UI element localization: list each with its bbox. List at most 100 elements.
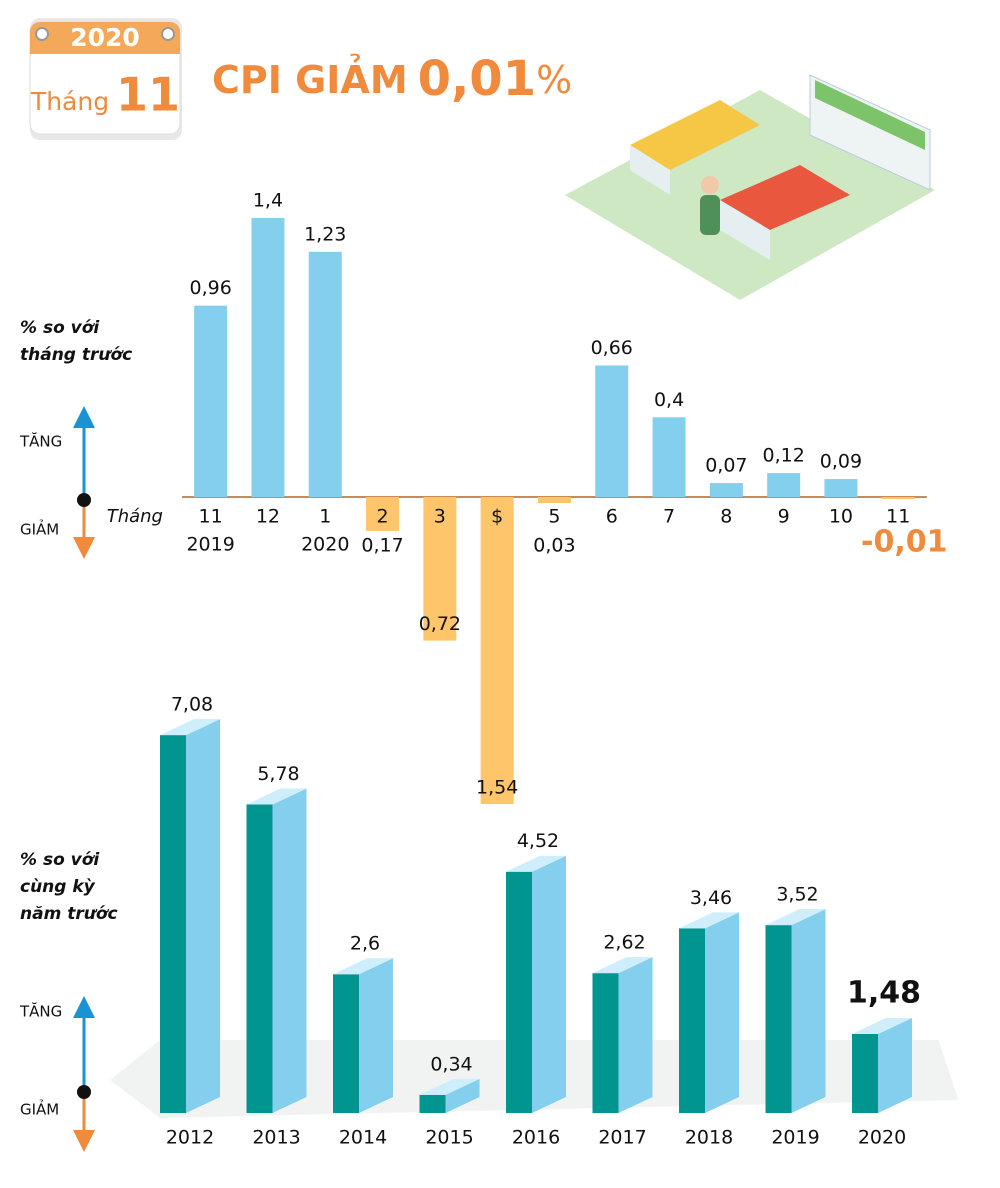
greens [815, 80, 925, 150]
increase-label: TĂNG [19, 432, 62, 451]
x-tick-label: 3 [434, 506, 446, 528]
headline-unit: % [536, 58, 572, 102]
value-label: 0,66 [591, 337, 633, 359]
x-tick-label: 9 [778, 506, 790, 528]
x-tick-label: 2013 [252, 1127, 300, 1149]
x-tick-label: 5 [548, 506, 560, 528]
headline-value: 0,01 [418, 51, 536, 107]
headline-text: CPI GIẢM [212, 54, 408, 102]
arrow-dot [77, 493, 91, 507]
x-tick-label: 12 [256, 506, 280, 528]
bar [595, 365, 629, 498]
calendar-ring [35, 27, 49, 41]
y-axis-label: cùng kỳ [20, 877, 96, 897]
value-label: 3,52 [776, 884, 818, 906]
x-tick-label: 11 [199, 506, 223, 528]
bar-side [878, 1018, 912, 1113]
bar-side [791, 909, 826, 1113]
x-tick-label: 2016 [512, 1127, 560, 1149]
x-tick-label: 2 [377, 506, 389, 528]
value-label: 0,72 [419, 613, 461, 635]
bar-top [679, 912, 739, 929]
bar [480, 497, 514, 805]
bar-front [592, 973, 619, 1113]
bar-front [160, 735, 186, 1113]
bar-front [852, 1034, 878, 1113]
fruit-stand [630, 100, 760, 170]
calendar-ring [161, 27, 175, 41]
x-tick-label: 2014 [339, 1127, 387, 1149]
x-tick-label: 1 [319, 506, 331, 528]
bar-front [419, 1094, 446, 1113]
bar [709, 483, 743, 498]
calendar-month: 11 [116, 68, 180, 122]
value-label: 0,4 [654, 389, 684, 411]
x-tick-label: 7 [663, 506, 675, 528]
value-label: 0,07 [705, 455, 747, 477]
stand-side [630, 145, 670, 195]
arrow-head [73, 996, 95, 1018]
bar-front [246, 804, 273, 1113]
y-axis-label: % so với [20, 850, 100, 870]
increase-label: TĂNG [19, 1002, 62, 1021]
bar [423, 497, 457, 641]
bar-front [679, 928, 705, 1113]
arrow-head [73, 1130, 95, 1152]
bar-top [765, 909, 826, 926]
x-tick-label: 2020 [858, 1127, 906, 1149]
bar-top [333, 958, 393, 975]
bar-top [852, 1018, 912, 1035]
value-label: 0,96 [189, 277, 231, 299]
bar [881, 497, 915, 500]
bar-front [765, 925, 792, 1113]
bar-top [506, 855, 566, 872]
bar-side [359, 958, 393, 1113]
x-tick-label: 6 [606, 506, 618, 528]
bar [767, 473, 801, 498]
market-illustration [565, 74, 935, 300]
bar-side [445, 1078, 480, 1113]
value-label: 4,52 [517, 830, 559, 852]
x-tick-label: 2017 [598, 1127, 646, 1149]
value-label: 7,08 [171, 694, 213, 716]
value-label: 1,4 [253, 189, 283, 211]
arrow-head [73, 537, 95, 559]
x-axis-label: Tháng [107, 506, 163, 527]
value-label: 1,23 [304, 223, 346, 245]
y-axis-label: năm trước [20, 904, 118, 924]
bar-side [186, 719, 220, 1113]
value-label: 3,46 [690, 887, 732, 909]
y-axis-label: % so với [20, 318, 100, 338]
bar-top [160, 719, 220, 736]
value-label: 0,12 [762, 445, 804, 467]
bar-side [272, 788, 307, 1113]
arrows-top [73, 406, 95, 559]
stand-side [720, 200, 770, 260]
decrease-label: GIẢM [20, 519, 59, 539]
value-label: -0,01 [861, 525, 947, 560]
person [700, 195, 720, 235]
x-tick-label: 8 [720, 506, 732, 528]
bar-front [506, 871, 532, 1113]
value-label: 0,34 [430, 1053, 472, 1075]
value-label: 2,6 [350, 933, 380, 955]
bar-side [618, 957, 653, 1113]
x-tick-label: $ [491, 506, 503, 528]
calendar-year: 2020 [70, 23, 140, 52]
arrow-head [73, 406, 95, 428]
arrow-dot [77, 1085, 91, 1099]
arrows-bottom [73, 996, 95, 1152]
x-tick-label: 2015 [425, 1127, 473, 1149]
bar [652, 417, 686, 498]
value-label: 1,54 [476, 777, 518, 799]
headline: CPI GIẢM 0,01% [212, 51, 572, 107]
bar-top [592, 957, 653, 974]
calendar-band [30, 22, 180, 54]
x-tick-label: 2019 [771, 1127, 819, 1149]
calendar-month-label: Tháng [30, 87, 109, 116]
x-tick-year: 2019 [186, 534, 234, 556]
bar-side [532, 855, 566, 1113]
bar [194, 305, 228, 498]
